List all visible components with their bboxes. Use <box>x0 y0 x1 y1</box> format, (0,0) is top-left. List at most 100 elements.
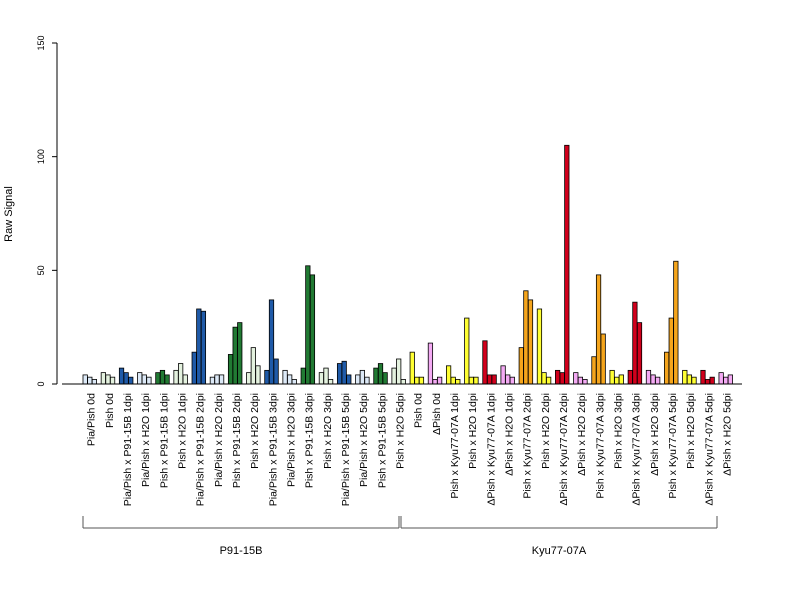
bar <box>555 369 561 385</box>
bar <box>128 376 134 385</box>
y-tick-label: 50 <box>36 265 46 275</box>
x-tick-label: Pia/Pish x P91-15B 5dpi <box>340 393 352 506</box>
bar <box>591 356 597 385</box>
x-tick-label: Pish x H2O 1dpi <box>467 393 479 469</box>
group-label: P91-15B <box>220 545 263 557</box>
x-tick-label: Pish x Kyu77-07A 5dpi <box>667 393 679 499</box>
x-tick-label: Pish x H2O 3dpi <box>322 393 334 469</box>
x-tick-label: Pish x P91-15B 3dpi <box>304 393 316 488</box>
bar <box>704 379 711 385</box>
bar <box>282 369 288 385</box>
bar <box>273 358 279 385</box>
bar <box>464 317 470 385</box>
bar <box>673 260 679 385</box>
bar <box>718 372 724 385</box>
bar <box>300 367 306 385</box>
bar <box>650 374 656 385</box>
bar <box>473 376 479 385</box>
y-tick-label: 0 <box>36 381 46 386</box>
bar <box>573 372 579 385</box>
x-tick-label: Pia/Pish x H2O 2dpi <box>213 393 225 487</box>
x-tick-label: Pish 0d <box>413 393 425 428</box>
bar <box>518 347 524 385</box>
x-tick-label: Pia/Pish x H2O 1dpi <box>140 393 152 487</box>
bar <box>450 376 456 385</box>
x-tick-label: Pia/Pish 0d <box>86 393 98 446</box>
bar <box>155 372 161 385</box>
bar <box>400 379 406 385</box>
bar <box>541 372 547 385</box>
y-axis: 0 50 100 150 <box>36 35 58 387</box>
bar <box>564 144 570 385</box>
x-tick-label: Pia/Pish x P91-15B 3dpi <box>267 393 279 506</box>
y-tick-label: 100 <box>36 149 46 164</box>
group-label: Kyu77-07A <box>532 545 587 557</box>
x-tick-label: Pia/Pish x H2O 5dpi <box>358 393 370 487</box>
bar <box>328 379 334 385</box>
bars <box>82 144 733 385</box>
bar <box>364 376 370 385</box>
x-tick-label: Pish x Kyu77-07A 2dpi <box>522 393 534 499</box>
x-tick-label: Pish x H2O 5dpi <box>394 393 406 469</box>
bar <box>546 376 552 385</box>
bar <box>505 374 511 385</box>
bar <box>336 363 343 385</box>
bar <box>146 376 152 385</box>
x-tick-label: Pish x H2O 5dpi <box>685 393 697 469</box>
bar <box>82 374 88 385</box>
x-tick-label: Pia/Pish x P91-15B 2dpi <box>195 393 207 506</box>
x-tick-label: Pish x H2O 2dpi <box>540 393 552 469</box>
x-tick-label: ΔPish x Kyu77-07A 2dpi <box>558 393 570 506</box>
bar <box>232 326 238 385</box>
bar <box>218 374 225 385</box>
bar <box>164 374 170 385</box>
bar <box>287 374 293 385</box>
x-tick-label: Pish x H2O 1dpi <box>176 393 188 469</box>
x-tick-label: Pia/Pish x H2O 3dpi <box>285 393 297 487</box>
bar <box>396 358 402 385</box>
x-tick-label: Pish x Kyu77-07A 3dpi <box>594 393 606 499</box>
bar <box>491 374 497 385</box>
bar <box>577 376 583 385</box>
bar <box>118 367 125 385</box>
bar <box>105 374 111 385</box>
bar <box>214 374 220 385</box>
bar <box>355 374 361 385</box>
x-tick-label: Pish 0d <box>104 393 116 428</box>
bar <box>173 369 179 385</box>
bar <box>305 265 311 385</box>
bar <box>309 274 316 385</box>
bar <box>468 376 474 385</box>
x-tick-label: Pia/Pish x P91-15B 1dpi <box>122 393 134 506</box>
bar <box>137 372 143 385</box>
bar <box>723 376 729 385</box>
bar <box>582 379 588 385</box>
bar <box>682 369 688 385</box>
bar <box>268 299 275 385</box>
bar <box>709 376 715 385</box>
bar <box>391 367 397 385</box>
bar <box>655 376 661 385</box>
bar <box>627 369 633 385</box>
bar <box>486 374 493 385</box>
bar <box>87 376 93 385</box>
bar <box>636 322 643 385</box>
x-tick-label: Pish x Kyu77-07A 1dpi <box>449 393 461 499</box>
bar <box>600 333 606 385</box>
bar <box>182 374 188 385</box>
bar <box>200 310 207 385</box>
bar <box>246 372 252 385</box>
bar <box>414 376 420 385</box>
bar <box>632 301 638 385</box>
bar <box>178 363 184 385</box>
bar <box>445 365 452 385</box>
bar <box>523 290 529 385</box>
bar <box>382 372 388 385</box>
bar <box>614 376 620 385</box>
x-tick-label: ΔPish x Kyu77-07A 5dpi <box>703 393 715 506</box>
bar <box>373 367 379 385</box>
bar <box>100 372 106 385</box>
bar <box>437 376 443 385</box>
x-tick-label: Pish x H2O 2dpi <box>249 393 261 469</box>
